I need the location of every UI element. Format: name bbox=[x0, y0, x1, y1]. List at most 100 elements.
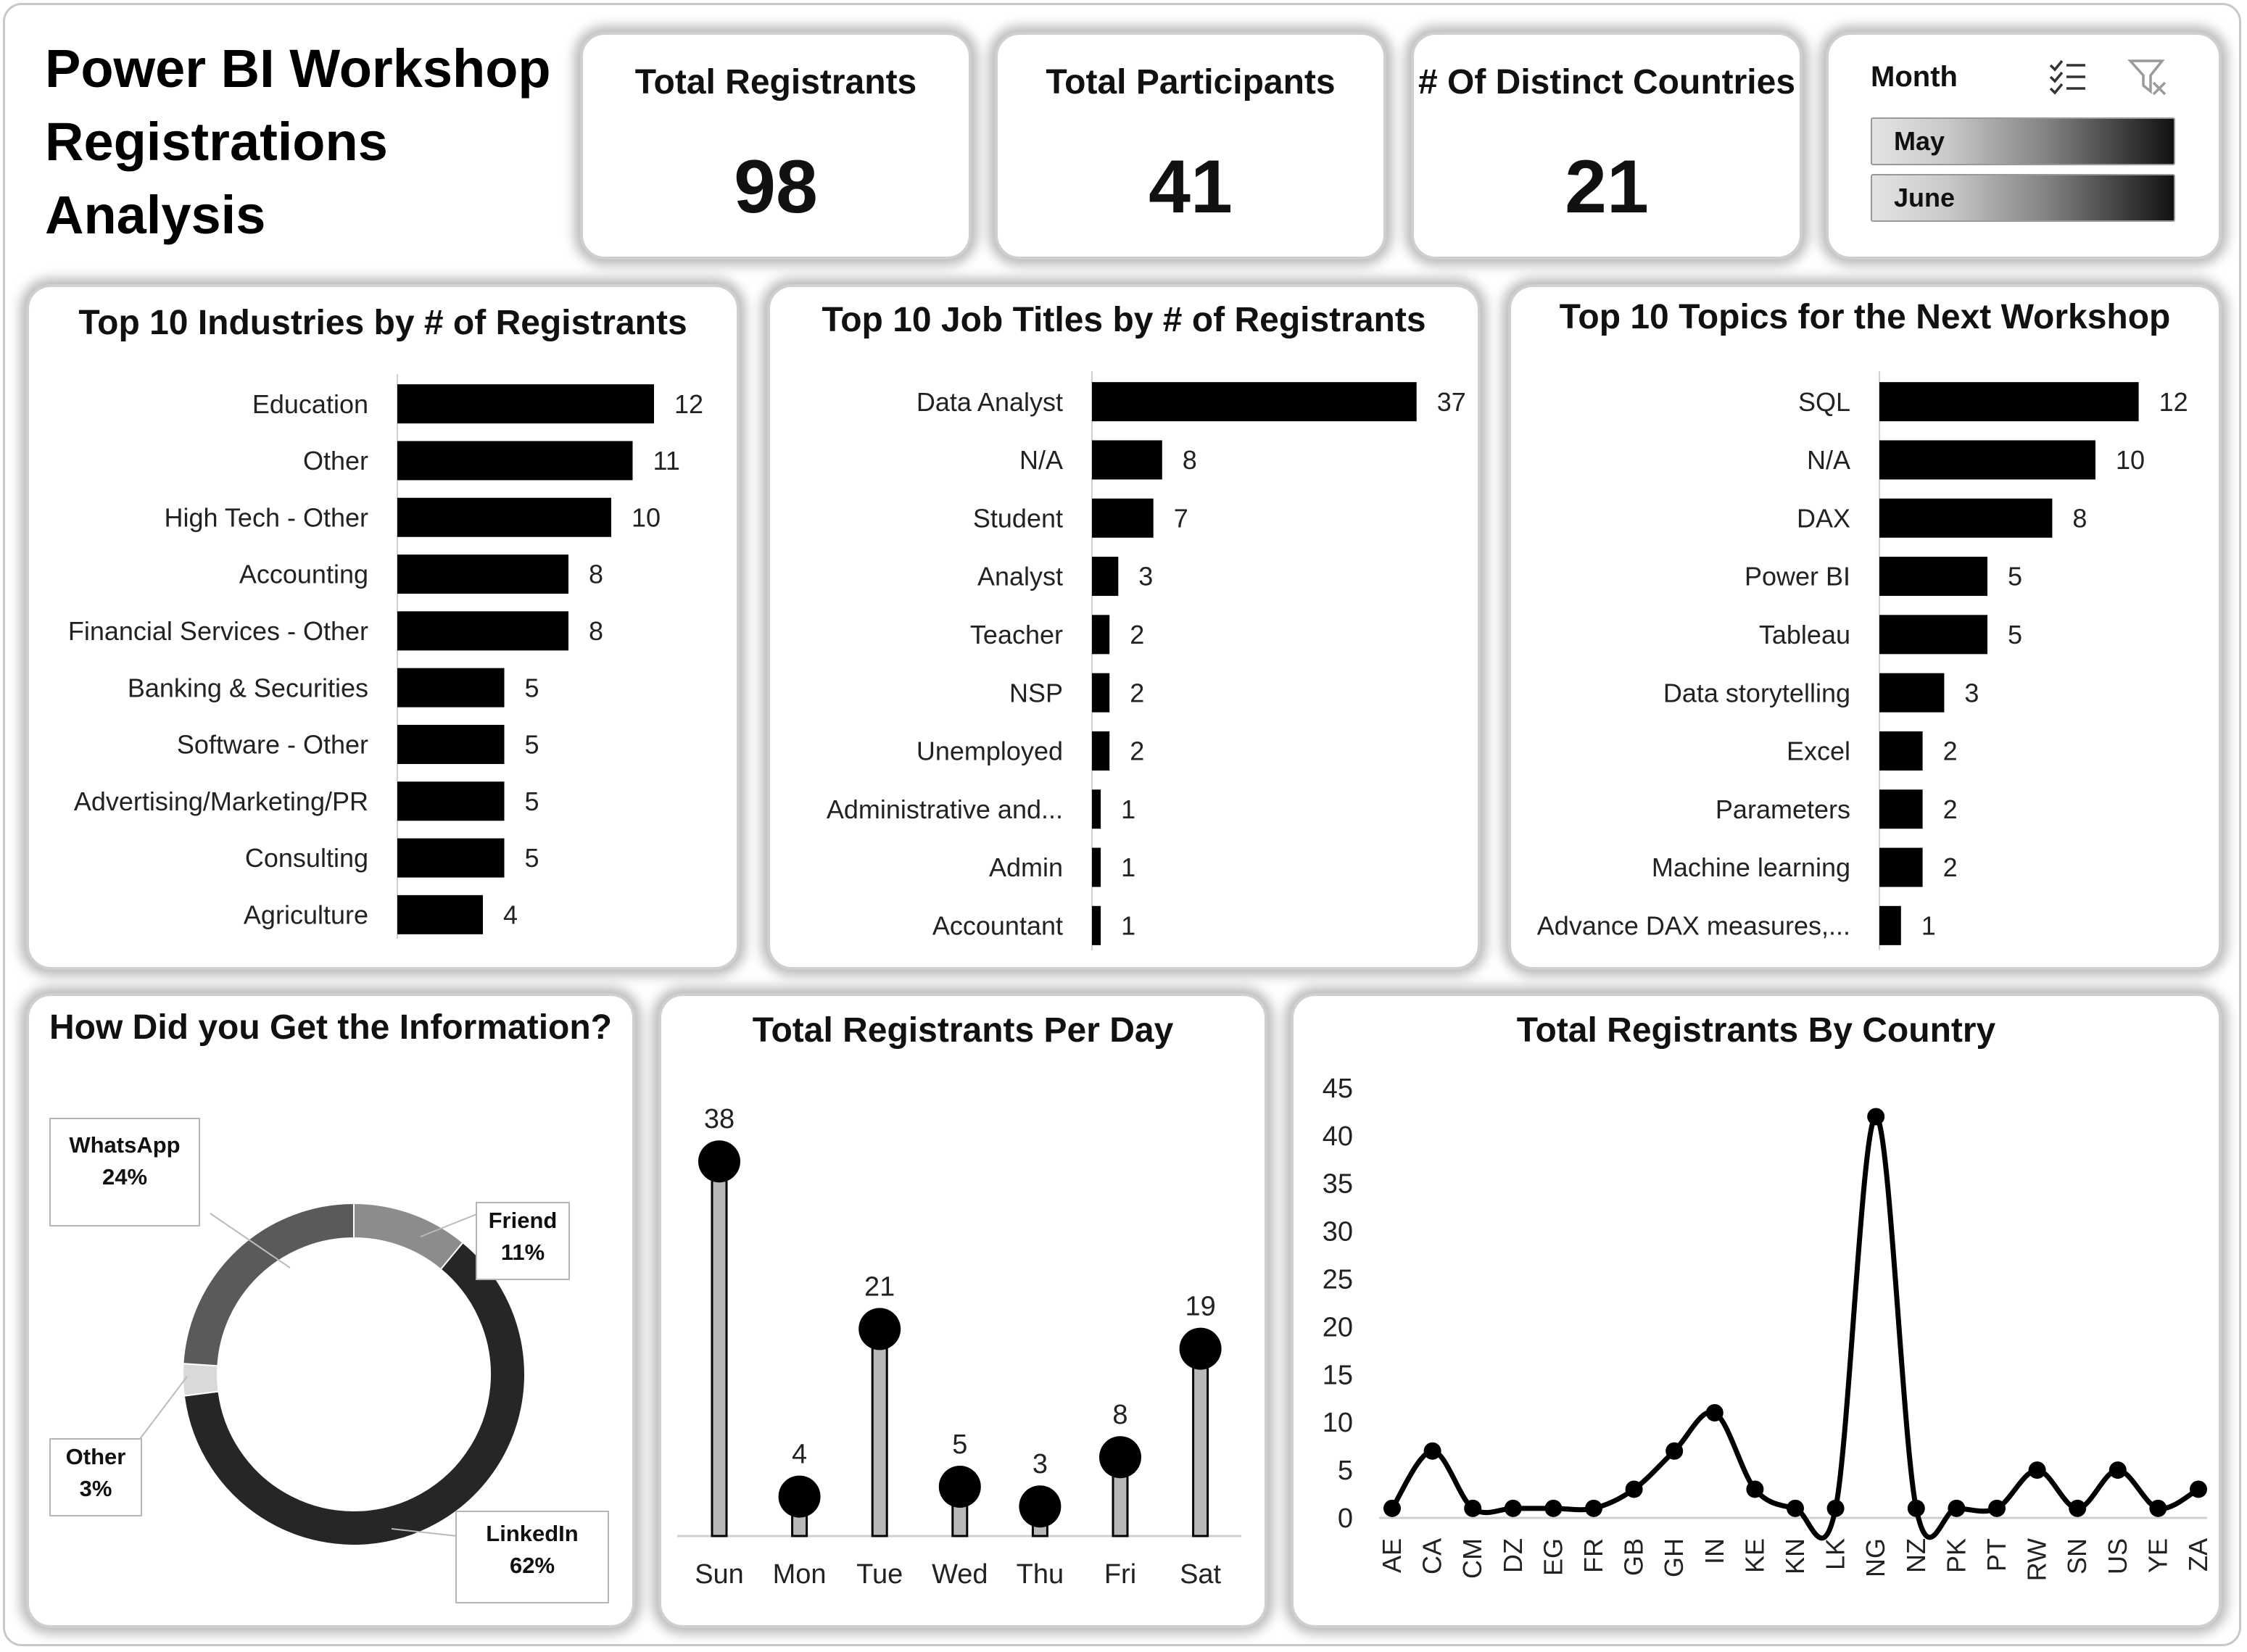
line-marker bbox=[1948, 1499, 1966, 1517]
bar bbox=[1092, 615, 1110, 655]
category-label: NSP bbox=[1009, 678, 1063, 707]
data-label: 5 bbox=[525, 786, 539, 816]
data-label: 2 bbox=[1130, 620, 1144, 649]
x-tick-label: PK bbox=[1941, 1538, 1971, 1573]
x-tick-label: GB bbox=[1619, 1538, 1649, 1576]
bar bbox=[1092, 440, 1162, 480]
slicer-title: Month bbox=[1871, 61, 1958, 93]
bar bbox=[1879, 557, 1987, 597]
slicer-item-may[interactable]: May bbox=[1871, 117, 2175, 165]
data-label: 12 bbox=[2159, 387, 2188, 417]
line-marker bbox=[1464, 1499, 1482, 1517]
line-marker bbox=[2069, 1499, 2087, 1517]
data-label: 19 bbox=[1185, 1292, 1215, 1322]
data-label: 2 bbox=[1130, 678, 1144, 707]
chart-title: Top 10 Job Titles by # of Registrants bbox=[822, 301, 1426, 339]
category-label: Thu bbox=[1017, 1559, 1064, 1590]
callout-category: Friend bbox=[488, 1208, 558, 1233]
callout-category: LinkedIn bbox=[486, 1521, 579, 1546]
chart-title: Total Registrants By Country bbox=[1516, 1011, 1996, 1050]
industries-bar-chart: Education 12 Other 11 High Tech - Other 10 Acc… bbox=[68, 374, 703, 939]
topics-chart-panel: Top 10 Topics for the Next Workshop SQL 1… bbox=[1508, 284, 2222, 970]
category-label: Education bbox=[252, 389, 368, 419]
category-label: Mon bbox=[773, 1559, 827, 1590]
industries-chart-panel: Top 10 Industries by # of Registrants Ed… bbox=[26, 284, 740, 970]
month-slicer: Month May June bbox=[1826, 32, 2222, 260]
x-tick-label: IN bbox=[1700, 1538, 1729, 1564]
category-label: Data storytelling bbox=[1663, 678, 1850, 707]
line-marker bbox=[2149, 1499, 2167, 1517]
line-marker bbox=[1907, 1499, 1925, 1517]
category-label: N/A bbox=[1019, 445, 1063, 475]
y-tick-label: 25 bbox=[1323, 1265, 1353, 1295]
x-tick-label: ZA bbox=[2183, 1538, 2213, 1572]
data-label: 8 bbox=[589, 616, 603, 646]
line-marker bbox=[2190, 1480, 2207, 1498]
lollipop-marker bbox=[1179, 1327, 1222, 1370]
clear-filter-icon[interactable] bbox=[2127, 57, 2168, 97]
line-marker bbox=[1867, 1108, 1885, 1126]
chart-title: Total Registrants Per Day bbox=[752, 1011, 1174, 1050]
bar bbox=[1092, 789, 1101, 829]
donut-slice bbox=[353, 1202, 464, 1271]
kpi-label: # Of Distinct Countries bbox=[1418, 63, 1796, 101]
category-label: Software - Other bbox=[177, 730, 368, 760]
x-tick-label: NZ bbox=[1901, 1538, 1931, 1573]
bar bbox=[1092, 498, 1154, 538]
y-tick-label: 5 bbox=[1338, 1456, 1353, 1486]
x-tick-label: CM bbox=[1457, 1538, 1487, 1579]
multi-select-icon[interactable] bbox=[2048, 57, 2088, 97]
category-label: Admin bbox=[989, 852, 1063, 882]
y-tick-label: 15 bbox=[1323, 1360, 1353, 1390]
category-label: Tableau bbox=[1759, 620, 1850, 649]
chart-title: Top 10 Industries by # of Registrants bbox=[78, 304, 687, 342]
data-label: 1 bbox=[1121, 910, 1135, 940]
kpi-card-total-participants: Total Participants 41 bbox=[995, 32, 1386, 260]
category-label: SQL bbox=[1798, 387, 1850, 417]
data-label: 12 bbox=[674, 389, 703, 419]
lollipop-marker bbox=[778, 1475, 821, 1518]
category-label: Advance DAX measures,... bbox=[1537, 910, 1850, 940]
bar bbox=[1879, 731, 1923, 771]
bar bbox=[1879, 673, 1945, 713]
bar bbox=[1879, 847, 1923, 887]
x-tick-label: SN bbox=[2062, 1538, 2092, 1574]
lollipop-stem bbox=[871, 1327, 888, 1537]
x-tick-label: LK bbox=[1821, 1538, 1850, 1570]
x-tick-label: CA bbox=[1418, 1538, 1447, 1574]
x-tick-label: EG bbox=[1538, 1538, 1568, 1576]
bar bbox=[1092, 847, 1101, 887]
x-tick-label: YE bbox=[2143, 1538, 2172, 1573]
category-label: Fri bbox=[1104, 1559, 1136, 1590]
lollipop-stem bbox=[711, 1160, 728, 1537]
category-label: Banking & Securities bbox=[128, 673, 368, 702]
data-label: 2 bbox=[1130, 736, 1144, 766]
series-line bbox=[1390, 1113, 2200, 1541]
data-label: 1 bbox=[1121, 852, 1135, 882]
x-tick-label: RW bbox=[2022, 1538, 2052, 1581]
category-label: Unemployed bbox=[916, 736, 1063, 766]
bar bbox=[1092, 557, 1119, 597]
slicer-item-june[interactable]: June bbox=[1871, 174, 2175, 222]
y-tick-label: 20 bbox=[1323, 1312, 1353, 1342]
donut-slice bbox=[182, 1363, 220, 1397]
category-label: Tue bbox=[856, 1559, 903, 1590]
data-label: 10 bbox=[632, 502, 661, 532]
leader-line bbox=[391, 1528, 458, 1537]
kpi-card-total-registrants: Total Registrants 98 bbox=[580, 32, 972, 260]
y-tick-label: 10 bbox=[1323, 1408, 1353, 1438]
bar bbox=[397, 611, 568, 651]
kpi-value: 21 bbox=[1565, 145, 1649, 229]
callout-friend: Friend 11% bbox=[476, 1202, 570, 1280]
y-tick-label: 0 bbox=[1338, 1503, 1353, 1534]
lollipop-marker bbox=[858, 1308, 901, 1350]
dashboard-title: Power BI Workshop Registrations Analysis bbox=[45, 38, 551, 245]
data-label: 8 bbox=[589, 560, 603, 589]
line-marker bbox=[1585, 1499, 1602, 1517]
category-label: Sun bbox=[695, 1559, 744, 1590]
callout-value: 11% bbox=[500, 1240, 545, 1265]
category-label: Agriculture bbox=[244, 900, 368, 929]
category-label: Consulting bbox=[245, 843, 368, 873]
category-label: Accountant bbox=[932, 910, 1063, 940]
